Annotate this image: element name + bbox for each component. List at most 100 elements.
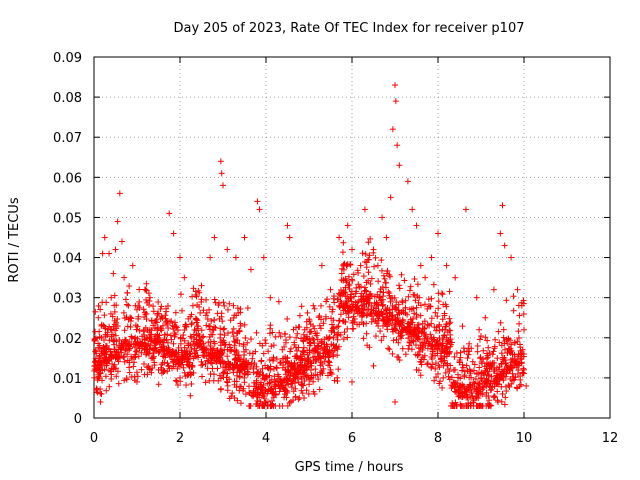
data-point	[242, 391, 249, 398]
data-point	[110, 270, 117, 277]
data-point	[241, 234, 248, 241]
data-point	[139, 340, 146, 347]
data-point	[279, 355, 286, 362]
data-point	[254, 389, 261, 396]
data-point	[218, 170, 225, 177]
data-point	[315, 342, 322, 349]
data-point	[404, 320, 411, 327]
data-point	[179, 349, 186, 356]
data-point	[469, 393, 476, 400]
data-point	[356, 284, 363, 291]
data-point	[105, 326, 112, 333]
data-point	[319, 350, 326, 357]
data-point	[450, 366, 457, 373]
data-point	[484, 337, 491, 344]
data-point	[265, 348, 272, 355]
data-point	[443, 321, 450, 328]
data-point	[139, 333, 146, 340]
data-point	[111, 308, 118, 315]
data-point	[281, 394, 288, 401]
data-point	[217, 375, 224, 382]
data-point	[153, 319, 160, 326]
x-tick-label: 8	[434, 431, 442, 446]
data-point	[116, 342, 123, 349]
data-point	[187, 313, 194, 320]
data-point	[477, 355, 484, 362]
data-point	[451, 402, 458, 409]
data-point	[208, 331, 215, 338]
data-point	[274, 371, 281, 378]
data-point	[293, 324, 300, 331]
data-point	[395, 339, 402, 346]
data-point	[103, 299, 110, 306]
data-point	[340, 239, 347, 246]
data-point	[391, 304, 398, 311]
data-point	[494, 370, 501, 377]
data-point	[372, 254, 379, 261]
data-point	[232, 254, 239, 261]
data-point	[296, 312, 303, 319]
data-point	[387, 194, 394, 201]
data-point	[461, 368, 468, 375]
data-point	[448, 374, 455, 381]
data-point	[128, 355, 135, 362]
data-point	[435, 298, 442, 305]
data-point	[157, 306, 164, 313]
data-point	[441, 312, 448, 319]
data-point	[204, 316, 211, 323]
data-point	[436, 364, 443, 371]
data-point	[368, 275, 375, 282]
data-point	[110, 365, 117, 372]
data-point	[148, 337, 155, 344]
data-point	[197, 309, 204, 316]
data-point	[500, 326, 507, 333]
data-point	[272, 391, 279, 398]
data-point	[121, 315, 128, 322]
data-point	[512, 358, 519, 365]
data-point	[204, 357, 211, 364]
data-point	[287, 345, 294, 352]
data-point	[241, 348, 248, 355]
data-point	[284, 402, 291, 409]
data-point	[181, 274, 188, 281]
data-point	[314, 371, 321, 378]
data-point	[220, 364, 227, 371]
data-point	[236, 374, 243, 381]
data-point	[315, 376, 322, 383]
data-point	[172, 309, 179, 316]
data-point	[383, 321, 390, 328]
data-point	[440, 374, 447, 381]
data-point	[446, 327, 453, 334]
data-point	[436, 327, 443, 334]
data-point	[143, 296, 150, 303]
data-point	[483, 402, 490, 409]
data-point	[380, 272, 387, 279]
data-point	[174, 327, 181, 334]
data-point	[470, 379, 477, 386]
data-point	[431, 324, 438, 331]
data-point	[166, 353, 173, 360]
data-point	[470, 397, 477, 404]
data-point	[503, 297, 510, 304]
data-point	[492, 336, 499, 343]
y-tick-label: 0.04	[53, 252, 82, 267]
data-point	[95, 357, 102, 364]
data-point	[155, 310, 162, 317]
data-point	[203, 296, 210, 303]
data-point	[229, 329, 236, 336]
data-point	[484, 368, 491, 375]
data-point	[268, 376, 275, 383]
data-point	[499, 390, 506, 397]
data-point	[188, 380, 195, 387]
data-point	[328, 328, 335, 335]
data-point	[440, 362, 447, 369]
data-point	[435, 305, 442, 312]
data-point	[292, 385, 299, 392]
data-point	[336, 234, 343, 241]
data-point	[495, 328, 502, 335]
data-point	[122, 336, 129, 343]
data-point	[342, 284, 349, 291]
y-tick-label: 0.08	[53, 91, 82, 106]
data-point	[488, 373, 495, 380]
data-point	[214, 365, 221, 372]
